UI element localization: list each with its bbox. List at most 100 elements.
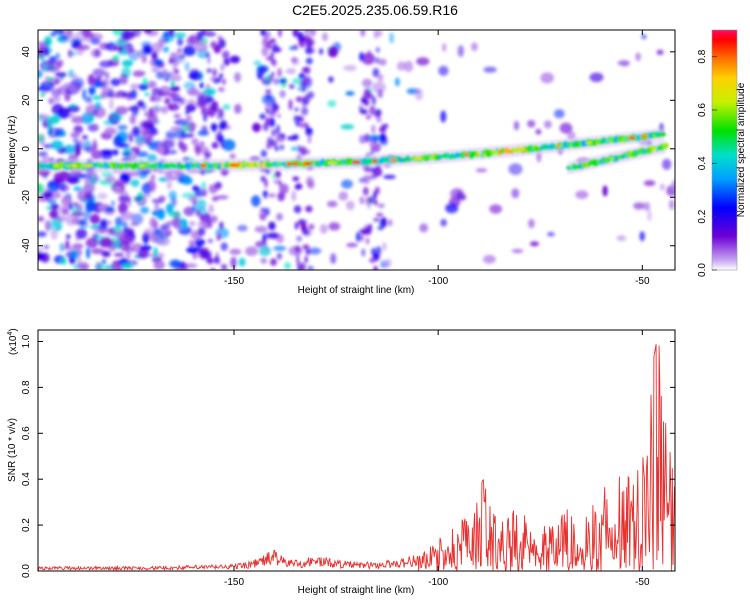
- noise-streak: [377, 203, 385, 209]
- noise-blob: [647, 209, 652, 222]
- ridge-core: [518, 148, 526, 152]
- noise-blob: [389, 32, 394, 44]
- noise-streak: [273, 78, 280, 85]
- y-tick-label: 40: [21, 46, 32, 58]
- noise-blob: [103, 119, 114, 126]
- noise-streak: [376, 246, 382, 255]
- noise-blob: [415, 88, 423, 101]
- noise-blob: [129, 114, 137, 125]
- noise-streak: [278, 30, 282, 38]
- noise-streak: [260, 257, 268, 264]
- noise-blob: [119, 73, 129, 85]
- noise-streak: [363, 89, 372, 99]
- noise-blob: [251, 195, 261, 207]
- noise-blob: [141, 120, 154, 130]
- noise-blob: [616, 235, 627, 242]
- noise-blob: [222, 104, 231, 110]
- ridge-core: [302, 162, 313, 166]
- noise-blob: [229, 248, 242, 255]
- noise-streak: [279, 133, 286, 139]
- noise-blob: [38, 114, 50, 119]
- x-tick-label: -50: [635, 577, 650, 588]
- noise-blob: [72, 243, 84, 250]
- noise-blob: [50, 32, 56, 37]
- noise-blob: [131, 126, 141, 138]
- noise-streak: [262, 190, 268, 197]
- noise-blob: [65, 234, 71, 240]
- noise-streak: [300, 222, 307, 232]
- x-tick-label: -100: [428, 276, 448, 287]
- noise-blob: [153, 260, 165, 270]
- noise-streak: [294, 184, 300, 191]
- noise-blob: [163, 148, 169, 156]
- colorbar-tick-label: 0.6: [697, 103, 708, 117]
- noise-blob: [85, 237, 99, 249]
- noise-streak: [262, 123, 269, 132]
- noise-blob: [191, 138, 199, 146]
- noise-blob: [621, 61, 629, 67]
- noise-blob: [89, 175, 98, 186]
- ridge-core: [628, 136, 636, 140]
- noise-streak: [305, 205, 313, 213]
- noise-blob: [119, 240, 130, 252]
- noise-streak: [213, 68, 216, 78]
- noise-streak: [275, 233, 284, 244]
- noise-streak: [203, 151, 212, 158]
- noise-streak: [378, 58, 387, 66]
- noise-streak: [295, 115, 303, 122]
- noise-streak: [265, 89, 272, 95]
- noise-streak: [368, 195, 376, 204]
- noise-streak: [269, 117, 275, 128]
- noise-streak: [220, 242, 228, 251]
- noise-blob: [589, 72, 604, 83]
- noise-blob: [291, 146, 297, 151]
- noise-streak: [375, 47, 380, 53]
- noise-streak: [299, 146, 307, 156]
- noise-blob: [142, 45, 153, 55]
- noise-blob: [44, 187, 49, 193]
- noise-blob: [83, 32, 95, 39]
- noise-blob: [328, 76, 334, 83]
- ridge-core: [64, 164, 73, 168]
- noise-streak: [294, 44, 298, 50]
- noise-blob: [143, 228, 155, 237]
- noise-streak: [276, 124, 281, 135]
- noise-blob: [291, 57, 297, 63]
- noise-blob: [475, 168, 488, 173]
- ridge-cell: [659, 131, 666, 137]
- noise-streak: [264, 246, 269, 252]
- ridge-core: [225, 163, 231, 167]
- noise-streak: [219, 120, 228, 130]
- noise-blob: [83, 183, 95, 194]
- noise-blob: [38, 246, 44, 253]
- noise-streak: [269, 233, 275, 239]
- noise-blob: [115, 37, 127, 49]
- noise-streak: [199, 82, 204, 89]
- ridge-core: [242, 163, 250, 167]
- noise-streak: [297, 31, 304, 42]
- snr-series-line: [38, 344, 675, 571]
- noise-blob: [75, 203, 84, 212]
- noise-blob: [73, 186, 83, 192]
- spectrogram-x-ticks: -150 -100 -50: [224, 30, 650, 287]
- ridge-core: [476, 152, 482, 156]
- noise-blob: [99, 149, 113, 161]
- noise-blob: [385, 258, 392, 268]
- noise-blob: [145, 80, 157, 88]
- noise-blob: [127, 106, 140, 112]
- x-tick-label: -150: [224, 276, 244, 287]
- noise-blob: [168, 190, 177, 200]
- noise-streak: [367, 49, 372, 57]
- noise-blob: [288, 99, 293, 111]
- noise-streak: [360, 30, 366, 37]
- colorbar-label: Normalized spectral amplitude: [736, 82, 747, 217]
- noise-blob: [216, 195, 229, 200]
- noise-blob: [93, 106, 106, 119]
- noise-streak: [217, 35, 223, 41]
- noise-blob: [100, 218, 108, 228]
- noise-blob: [483, 254, 496, 264]
- noise-streak: [370, 147, 374, 157]
- noise-blob: [668, 199, 675, 210]
- noise-streak: [304, 255, 308, 264]
- noise-streak: [366, 237, 370, 245]
